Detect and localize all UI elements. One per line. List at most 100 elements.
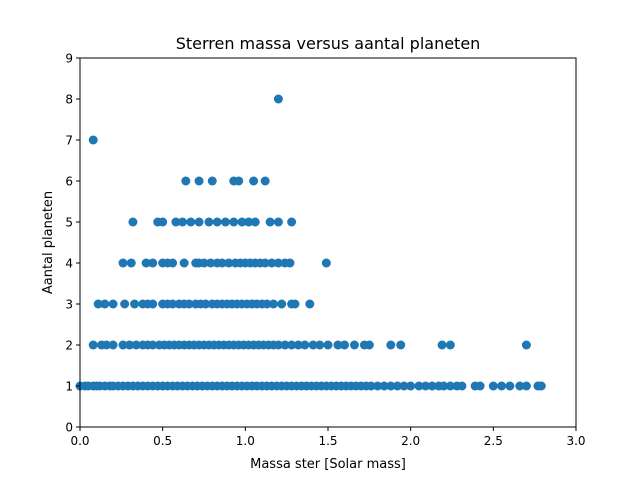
x-tick-label: 2.0 xyxy=(401,434,420,448)
data-point xyxy=(273,217,283,227)
data-point xyxy=(287,217,297,227)
data-point xyxy=(379,381,389,391)
y-tick-label: 5 xyxy=(65,216,73,230)
data-point xyxy=(497,381,507,391)
data-point xyxy=(118,258,128,268)
x-tick-label: 0.5 xyxy=(153,434,172,448)
y-tick-label: 0 xyxy=(65,421,73,435)
data-point xyxy=(131,340,141,350)
data-point xyxy=(260,176,270,186)
y-tick-label: 1 xyxy=(65,380,73,394)
data-point xyxy=(204,217,214,227)
data-point xyxy=(273,340,283,350)
data-point xyxy=(237,217,247,227)
data-point xyxy=(333,340,343,350)
data-point xyxy=(128,217,138,227)
data-point xyxy=(206,258,216,268)
data-point xyxy=(308,340,318,350)
data-point xyxy=(194,176,204,186)
data-point xyxy=(178,217,188,227)
data-point xyxy=(220,217,230,227)
x-axis: 0.0 0.5 1.0 1.5 2.0 2.5 3.0 xyxy=(70,427,586,448)
data-point xyxy=(262,299,272,309)
data-point xyxy=(445,340,455,350)
data-point xyxy=(427,381,437,391)
data-point xyxy=(148,258,158,268)
data-point xyxy=(521,340,531,350)
data-point xyxy=(148,340,158,350)
data-point xyxy=(505,381,515,391)
data-point xyxy=(315,340,325,350)
data-point xyxy=(364,340,374,350)
data-point xyxy=(280,340,290,350)
data-point xyxy=(168,258,178,268)
data-point xyxy=(130,299,140,309)
data-point xyxy=(234,176,244,186)
data-point xyxy=(437,340,447,350)
data-point xyxy=(521,381,531,391)
data-point xyxy=(171,217,181,227)
data-point xyxy=(108,340,118,350)
data-point xyxy=(321,258,331,268)
y-tick-label: 3 xyxy=(65,298,73,312)
data-point xyxy=(120,299,130,309)
data-point xyxy=(340,340,350,350)
data-point xyxy=(158,217,168,227)
data-point xyxy=(181,176,191,186)
data-point xyxy=(268,299,278,309)
x-tick-label: 3.0 xyxy=(566,434,585,448)
data-point xyxy=(88,340,98,350)
data-point xyxy=(373,381,383,391)
data-point xyxy=(100,299,110,309)
x-axis-label: Massa ster [Solar mass] xyxy=(250,457,406,472)
data-point xyxy=(224,258,234,268)
y-tick-label: 2 xyxy=(65,339,73,353)
data-point xyxy=(536,381,546,391)
data-point xyxy=(101,340,111,350)
y-axis-label: Aantal planeten xyxy=(41,191,56,294)
data-point xyxy=(267,258,277,268)
data-point xyxy=(212,217,222,227)
data-point xyxy=(184,299,194,309)
data-point xyxy=(323,340,333,350)
y-tick-label: 8 xyxy=(65,93,73,107)
x-tick-label: 1.0 xyxy=(236,434,255,448)
data-point xyxy=(386,340,396,350)
data-point xyxy=(168,299,178,309)
data-point xyxy=(249,176,259,186)
data-point xyxy=(179,258,189,268)
data-point xyxy=(207,176,217,186)
data-point xyxy=(250,217,260,227)
data-point xyxy=(201,299,211,309)
data-point xyxy=(273,258,283,268)
data-point xyxy=(260,258,270,268)
data-point xyxy=(277,299,287,309)
data-point xyxy=(93,299,103,309)
data-point xyxy=(125,340,135,350)
x-tick-label: 2.5 xyxy=(484,434,503,448)
data-point xyxy=(287,340,297,350)
data-point xyxy=(445,381,455,391)
data-point xyxy=(273,94,283,104)
data-point xyxy=(439,381,449,391)
data-point xyxy=(194,217,204,227)
points-layer xyxy=(75,94,546,391)
data-point xyxy=(515,381,525,391)
data-point xyxy=(366,381,376,391)
data-point xyxy=(386,381,396,391)
data-point xyxy=(229,217,239,227)
data-point xyxy=(392,381,402,391)
data-point xyxy=(414,381,424,391)
data-point xyxy=(126,258,136,268)
y-tick-label: 9 xyxy=(65,52,73,66)
data-point xyxy=(148,299,158,309)
data-point xyxy=(488,381,498,391)
data-point xyxy=(305,299,315,309)
data-point xyxy=(421,381,431,391)
data-point xyxy=(141,258,151,268)
data-point xyxy=(457,381,467,391)
data-point xyxy=(217,258,227,268)
x-tick-label: 0.0 xyxy=(70,434,89,448)
